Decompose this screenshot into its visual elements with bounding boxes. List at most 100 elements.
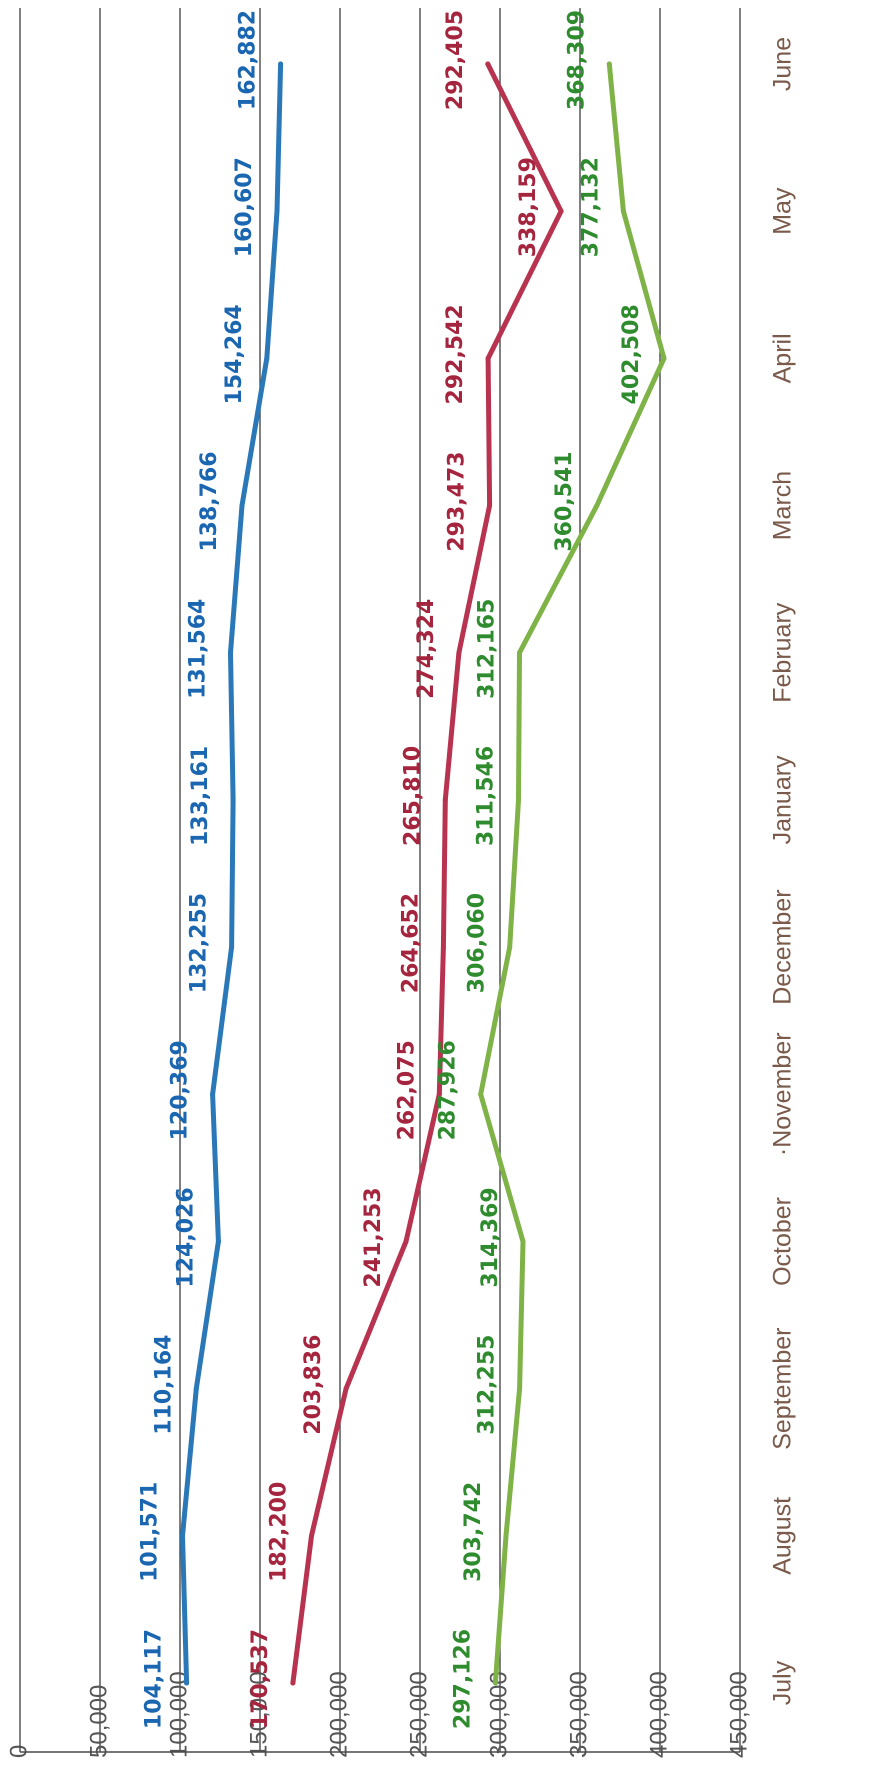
series-line: [290, 61, 564, 1686]
data-label: 241,253: [361, 1187, 386, 1287]
value-tick-label: 150,000: [245, 1671, 272, 1758]
data-point: [436, 1091, 442, 1097]
data-label: 303,742: [461, 1482, 486, 1582]
data-label: 124,026: [173, 1187, 198, 1287]
data-label: 120,369: [168, 1040, 193, 1140]
category-tick-label: September: [769, 1327, 797, 1449]
data-point: [517, 1386, 523, 1392]
category-tick-label: December: [769, 889, 797, 1004]
data-point: [274, 208, 280, 214]
value-tick-label: 0: [5, 1745, 32, 1758]
data-label: 360,541: [552, 451, 577, 551]
data-label: 312,255: [475, 1335, 500, 1435]
data-point: [230, 797, 236, 803]
data-point: [485, 61, 491, 67]
data-point: [228, 650, 234, 656]
data-label: 264,652: [398, 893, 423, 993]
category-tick-label: ·November: [769, 1032, 797, 1156]
category-tick-label: July: [769, 1660, 797, 1705]
data-label: 160,607: [232, 157, 257, 257]
value-tick-label: 100,000: [165, 1671, 192, 1758]
data-point: [492, 1680, 498, 1686]
data-point: [456, 650, 462, 656]
value-tick-label: 50,000: [85, 1685, 112, 1758]
data-point: [487, 503, 493, 509]
data-label: 262,075: [394, 1040, 419, 1140]
data-point: [278, 61, 284, 67]
data-label: 110,164: [151, 1335, 176, 1435]
data-point: [606, 61, 612, 67]
grid-layer: [99, 8, 741, 1752]
value-tick-label: 450,000: [725, 1671, 752, 1758]
data-point: [180, 1533, 186, 1539]
category-tick-label: October: [769, 1197, 797, 1286]
data-label: 292,405: [443, 10, 468, 110]
series-line: [180, 61, 284, 1686]
series-line: [478, 61, 667, 1686]
data-point: [661, 355, 667, 361]
axis-layer: 0 50,000 100,000 150,000 200,000 250,000 300,0…: [5, 8, 797, 1758]
data-point: [184, 1680, 190, 1686]
data-label: 338,159: [516, 157, 541, 257]
data-label: 402,508: [619, 304, 644, 404]
data-label: 162,882: [236, 10, 261, 110]
data-point: [558, 208, 564, 214]
data-point: [290, 1680, 296, 1686]
value-tick-label: 250,000: [405, 1671, 432, 1758]
category-tick-label: February: [769, 602, 797, 703]
data-label: 131,564: [186, 599, 211, 699]
category-tick-label: May: [769, 187, 797, 235]
data-point: [239, 503, 245, 509]
data-point: [620, 208, 626, 214]
data-label: 170,537: [248, 1629, 273, 1729]
data-label: 138,766: [197, 451, 222, 551]
data-label: 287,926: [436, 1040, 461, 1140]
data-point: [478, 1091, 484, 1097]
data-label: 292,542: [443, 304, 468, 404]
category-tick-label: June: [769, 37, 797, 91]
data-point: [442, 797, 448, 803]
data-label: 274,324: [414, 599, 439, 699]
data-label: 203,836: [301, 1335, 326, 1435]
data-label: 293,473: [445, 451, 470, 551]
data-label: 104,117: [142, 1629, 167, 1729]
data-point: [403, 1238, 409, 1244]
value-tick-label: 300,000: [485, 1671, 512, 1758]
data-label: 101,571: [138, 1482, 163, 1582]
data-point: [503, 1533, 509, 1539]
data-point: [520, 1238, 526, 1244]
series-layer: [180, 61, 667, 1686]
value-tick-label: 400,000: [645, 1671, 672, 1758]
data-point: [229, 944, 235, 950]
category-tick-label: August: [769, 1497, 797, 1575]
data-point: [215, 1238, 221, 1244]
data-point: [594, 503, 600, 509]
data-label: 154,264: [222, 304, 247, 404]
data-label: 312,165: [474, 599, 499, 699]
data-label: 132,255: [187, 893, 212, 993]
data-label: 306,060: [465, 893, 490, 993]
data-label-layer: 297,126 303,742 312,255 314,369 287,926 306,0…: [138, 10, 644, 1729]
data-point: [309, 1533, 315, 1539]
data-label: 133,161: [188, 746, 213, 846]
data-point: [210, 1091, 216, 1097]
data-label: 368,309: [564, 10, 589, 110]
data-point: [440, 944, 446, 950]
data-label: 314,369: [478, 1187, 503, 1287]
data-point: [485, 355, 491, 361]
value-tick-label: 350,000: [565, 1671, 592, 1758]
data-label: 297,126: [450, 1629, 475, 1729]
data-label: 311,546: [473, 746, 498, 846]
data-point: [343, 1386, 349, 1392]
data-point: [516, 650, 522, 656]
data-point: [507, 944, 513, 950]
data-point: [193, 1386, 199, 1392]
data-point: [515, 797, 521, 803]
data-label: 377,132: [578, 157, 603, 257]
category-tick-label: March: [769, 471, 797, 540]
category-tick-label: April: [769, 333, 797, 383]
data-label: 182,200: [267, 1482, 292, 1582]
data-label: 265,810: [400, 746, 425, 846]
value-tick-label: 200,000: [325, 1671, 352, 1758]
